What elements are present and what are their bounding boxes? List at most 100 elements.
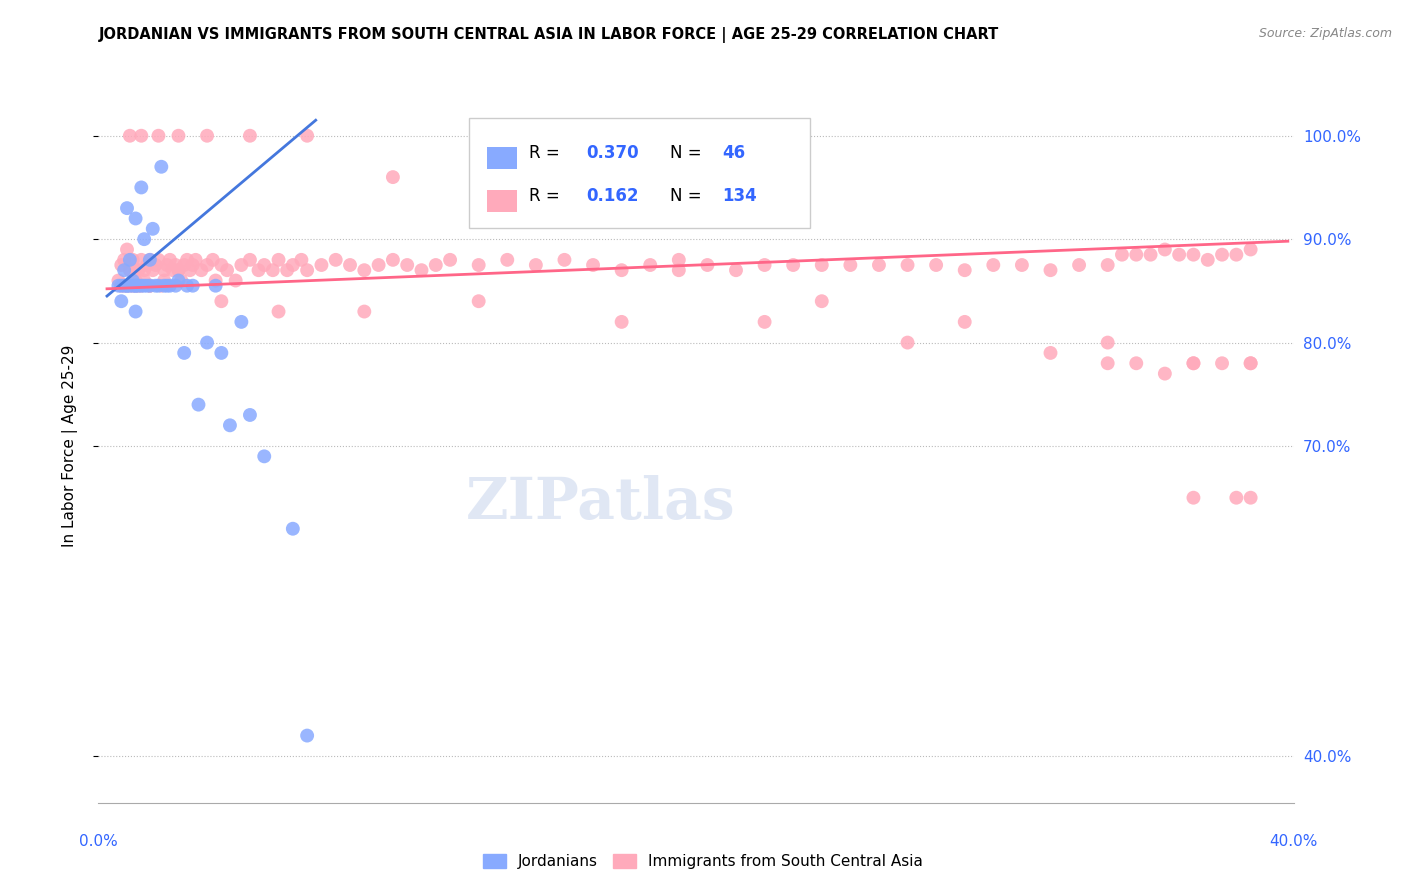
Point <box>136 258 159 272</box>
Point <box>124 304 146 318</box>
Point <box>124 273 146 287</box>
Point <box>118 278 141 293</box>
Point <box>295 128 318 143</box>
Point <box>262 263 284 277</box>
Y-axis label: In Labor Force | Age 25-29: In Labor Force | Age 25-29 <box>62 345 77 547</box>
Point <box>127 263 149 277</box>
Point <box>176 278 198 293</box>
Point <box>115 278 138 293</box>
Point <box>167 273 190 287</box>
Point <box>131 278 153 293</box>
Point <box>167 263 190 277</box>
Point <box>524 201 547 215</box>
Text: R =: R = <box>529 187 565 205</box>
Point <box>139 278 162 293</box>
Text: 0.0%: 0.0% <box>79 834 118 849</box>
Point <box>953 315 976 329</box>
Point <box>425 258 447 272</box>
Point <box>1239 356 1261 370</box>
Point <box>173 258 195 272</box>
Point <box>1239 243 1261 257</box>
Point <box>295 729 318 743</box>
Point <box>239 128 262 143</box>
Point <box>524 258 547 272</box>
Point <box>239 252 262 267</box>
Point <box>190 263 212 277</box>
Point <box>724 263 747 277</box>
Point <box>121 278 143 293</box>
Point <box>153 263 176 277</box>
Point <box>131 128 153 143</box>
Point <box>134 263 156 277</box>
Text: 0.162: 0.162 <box>586 187 638 205</box>
Point <box>179 263 201 277</box>
Point <box>153 273 176 287</box>
Point <box>110 294 132 309</box>
Point <box>145 278 167 293</box>
Point <box>553 252 575 267</box>
Point <box>1182 356 1205 370</box>
Point <box>112 278 135 293</box>
Point <box>153 278 176 293</box>
Point <box>225 273 247 287</box>
Point <box>124 211 146 226</box>
Point <box>810 294 832 309</box>
Point <box>1168 248 1191 262</box>
Point <box>253 450 276 464</box>
Point <box>1182 491 1205 505</box>
Point <box>150 278 173 293</box>
Point <box>1139 248 1161 262</box>
Point <box>176 252 198 267</box>
Point <box>610 315 633 329</box>
Point <box>127 278 149 293</box>
Point <box>1182 248 1205 262</box>
Point <box>339 258 361 272</box>
Point <box>145 258 167 272</box>
Point <box>925 258 948 272</box>
Point <box>896 335 918 350</box>
Point <box>295 263 318 277</box>
Point <box>107 278 129 293</box>
Point <box>139 278 162 293</box>
Point <box>1125 356 1147 370</box>
Point <box>496 252 519 267</box>
Point <box>839 258 862 272</box>
Point <box>173 346 195 360</box>
Point <box>1125 248 1147 262</box>
Point <box>134 232 156 246</box>
Point <box>148 252 170 267</box>
Point <box>162 263 184 277</box>
Point <box>201 252 224 267</box>
Point <box>112 278 135 293</box>
Point <box>247 263 270 277</box>
Point <box>896 258 918 272</box>
Point <box>195 128 218 143</box>
Point <box>267 304 290 318</box>
Point <box>231 315 253 329</box>
Point <box>1097 356 1119 370</box>
Point <box>195 335 218 350</box>
Point <box>1039 346 1062 360</box>
FancyBboxPatch shape <box>486 190 517 212</box>
Point <box>170 273 193 287</box>
Point <box>219 418 242 433</box>
Point <box>127 278 149 293</box>
Point <box>209 346 232 360</box>
Point <box>1239 491 1261 505</box>
Point <box>325 252 347 267</box>
Text: ZIPatlas: ZIPatlas <box>465 475 735 531</box>
Point <box>239 408 262 422</box>
Point <box>204 273 226 287</box>
Point <box>131 180 153 194</box>
Point <box>281 522 304 536</box>
Point <box>165 258 187 272</box>
Point <box>131 252 153 267</box>
Point <box>231 258 253 272</box>
Point <box>754 315 776 329</box>
Point <box>110 258 132 272</box>
Point <box>953 263 976 277</box>
Point <box>139 252 162 267</box>
Point <box>115 278 138 293</box>
Point <box>115 278 138 293</box>
Point <box>150 160 173 174</box>
